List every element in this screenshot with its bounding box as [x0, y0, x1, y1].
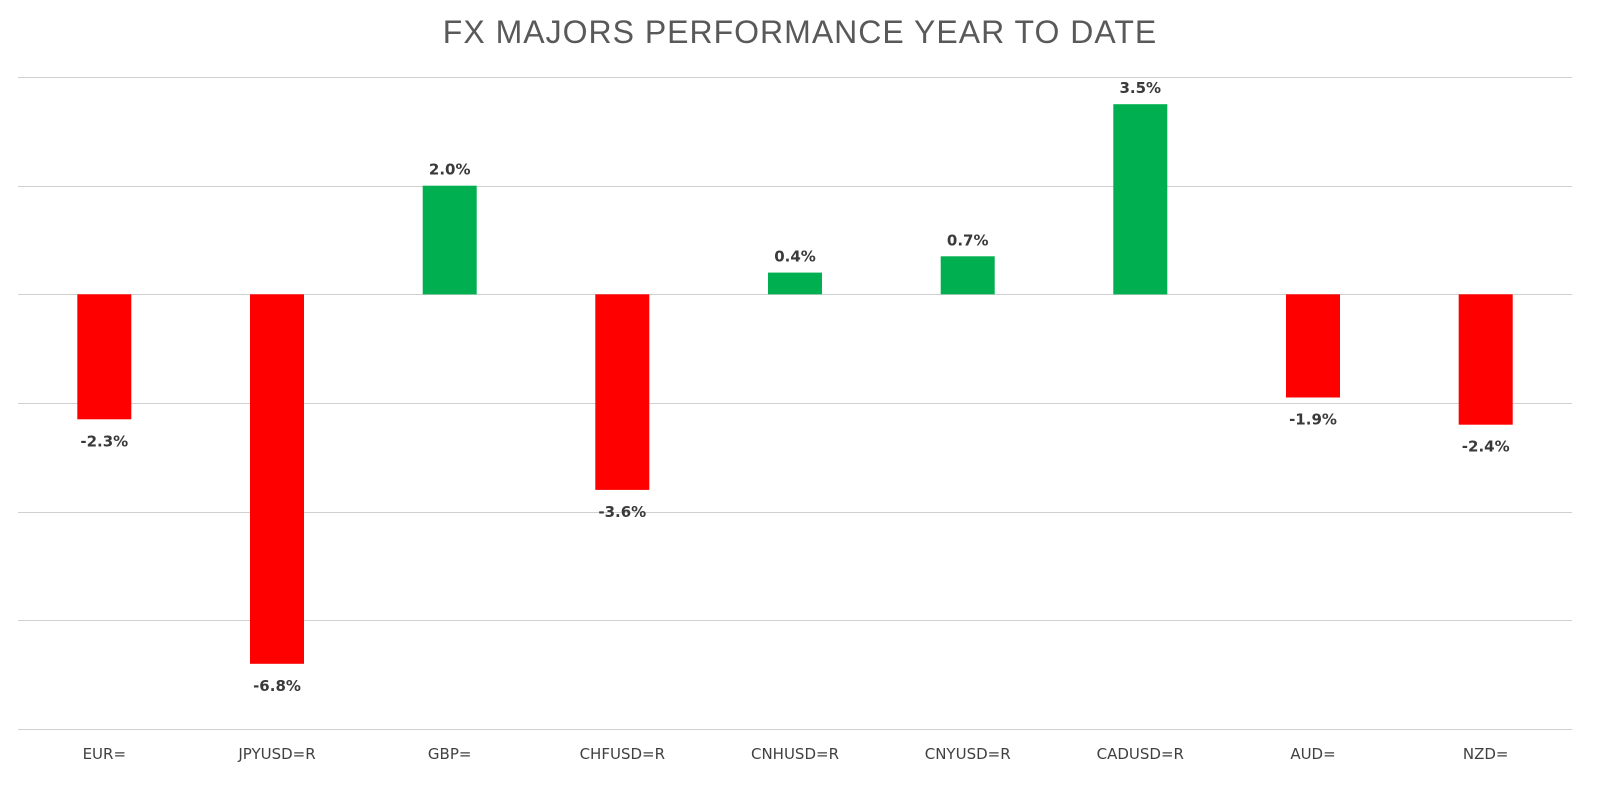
x-tick-label-jpyusd-r: JPYUSD=R [237, 745, 315, 763]
x-tick-label-cnhusd-r: CNHUSD=R [751, 745, 839, 763]
data-label-cnyusd-r: 0.7% [947, 231, 989, 249]
bar-aud [1286, 294, 1340, 398]
bars [77, 104, 1513, 664]
data-label-jpyusd-r: -6.8% [253, 677, 301, 695]
bar-nzd [1458, 294, 1513, 425]
data-label-aud: -1.9% [1289, 411, 1337, 429]
bar-gbp [422, 185, 477, 295]
data-label-eur: -2.3% [80, 432, 128, 450]
bar-cadusd-r [1113, 104, 1168, 295]
bar-jpyusd-r [250, 294, 304, 664]
x-tick-label-aud: AUD= [1290, 745, 1335, 763]
x-tick-label-cadusd-r: CADUSD=R [1097, 745, 1184, 763]
x-tick-label-gbp: GBP= [428, 745, 472, 763]
data-label-cnhusd-r: 0.4% [774, 248, 816, 266]
x-tick-label-cnyusd-r: CNYUSD=R [925, 745, 1011, 763]
x-tick-label-eur: EUR= [83, 745, 126, 763]
data-label-gbp: 2.0% [429, 161, 471, 179]
chart-title: FX MAJORS PERFORMANCE YEAR TO DATE [442, 14, 1158, 50]
data-label-nzd: -2.4% [1462, 438, 1510, 456]
x-tick-label-nzd: NZD= [1463, 745, 1509, 763]
data-labels: -2.3% -6.8% 2.0% -3.6% 0.4% 0.7% 3.5% -1.9% -2.4… [80, 79, 1509, 695]
data-label-chfusd-r: -3.6% [598, 503, 646, 521]
bar-cnhusd-r [768, 272, 822, 295]
bar-eur [77, 294, 132, 420]
x-axis-tick-labels: EUR= JPYUSD=R GBP= CHFUSD=R CNHUSD=R CNYUSD=R… [83, 745, 1509, 763]
bar-chfusd-r [595, 294, 650, 490]
bar-cnyusd-r [940, 256, 995, 295]
x-tick-label-chfusd-r: CHFUSD=R [580, 745, 665, 763]
data-label-cadusd-r: 3.5% [1119, 79, 1161, 97]
